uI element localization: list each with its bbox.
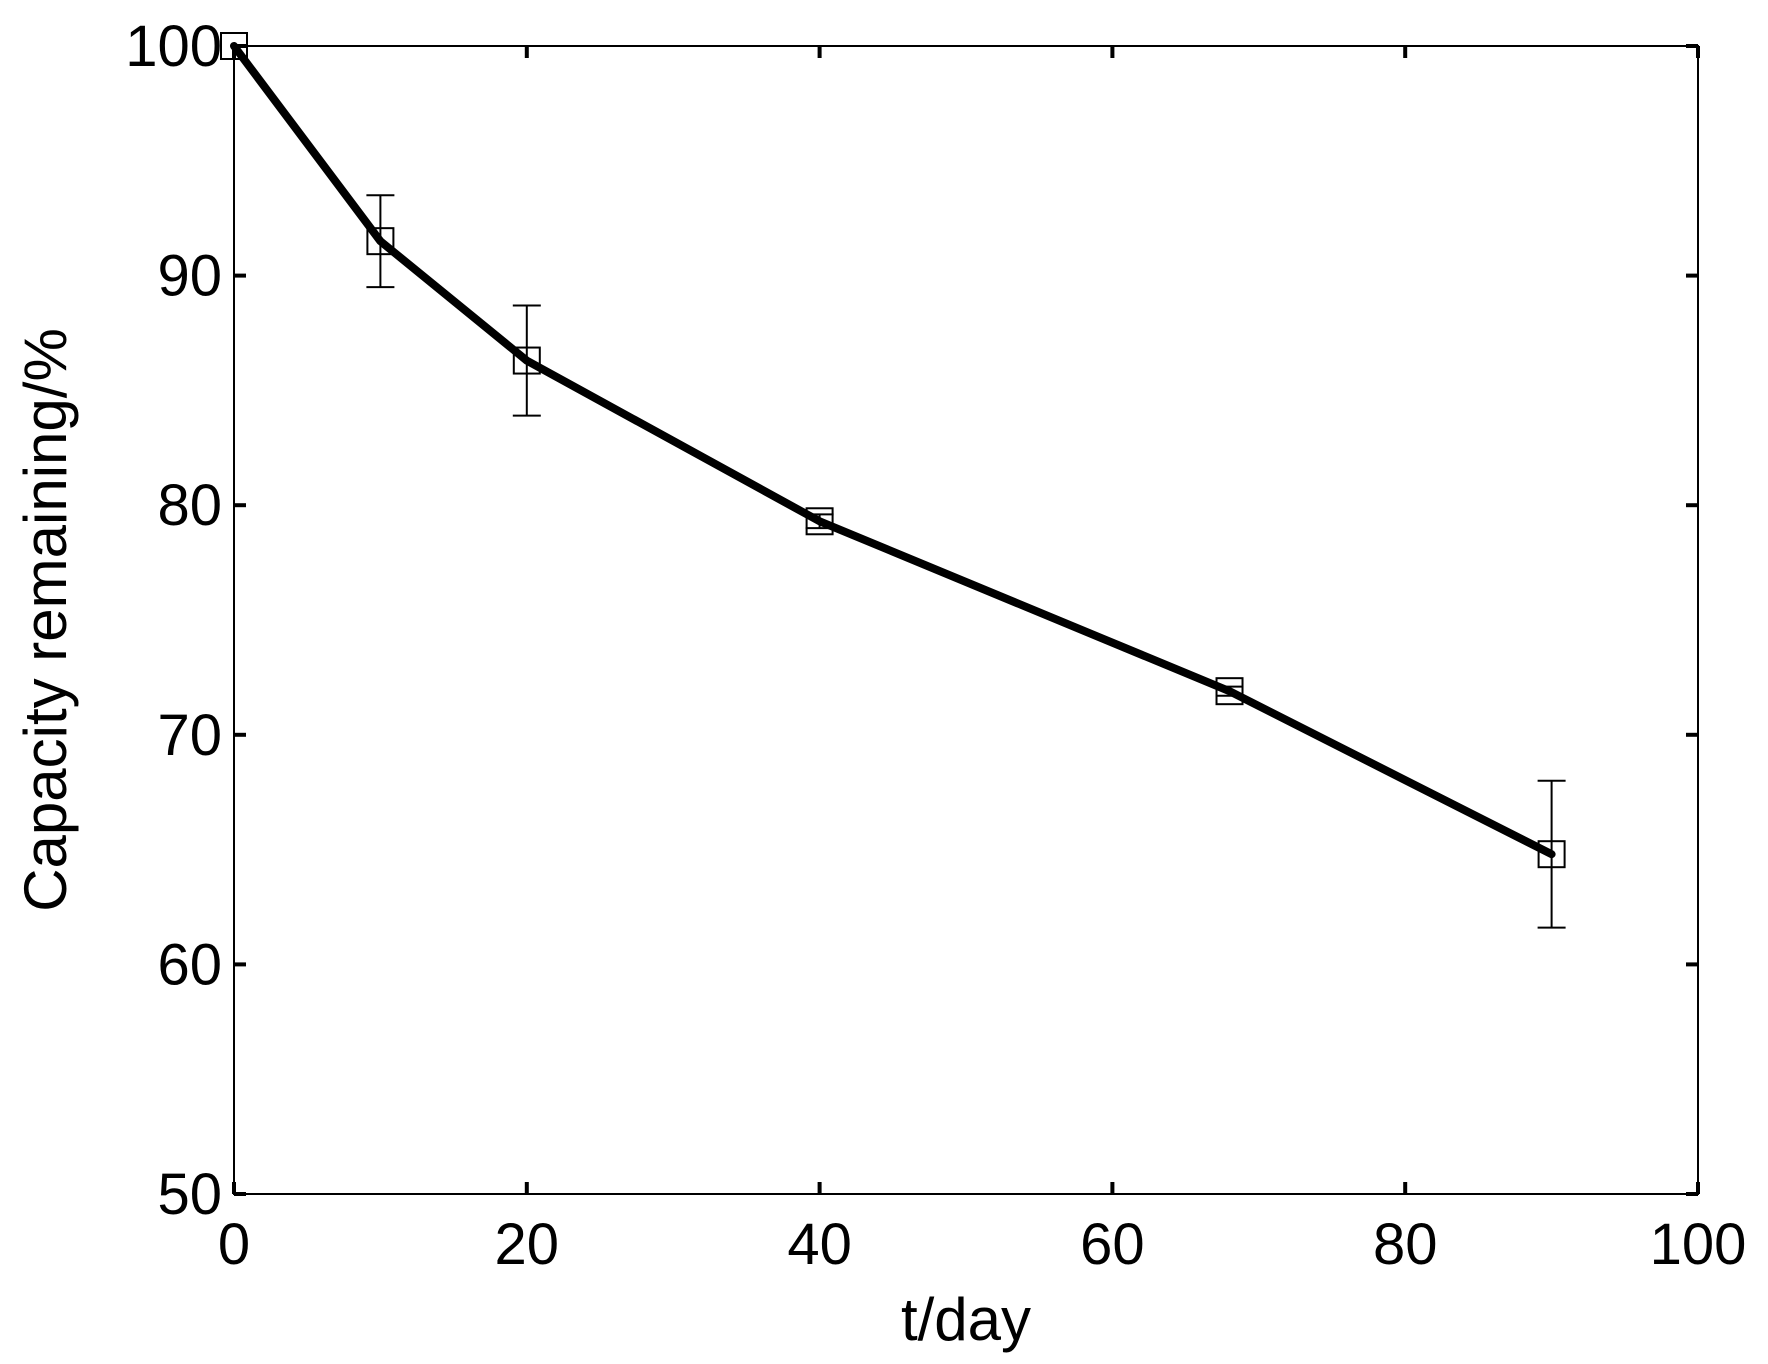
y-axis-label: Capacity remaining/% [12, 328, 79, 912]
x-tick-label: 60 [1080, 1212, 1145, 1277]
y-tick-label: 90 [157, 244, 222, 309]
series-line [230, 42, 1556, 859]
x-tick-label: 100 [1650, 1212, 1747, 1277]
y-tick-label: 60 [157, 932, 222, 997]
x-tick-label: 20 [495, 1212, 560, 1277]
y-tick-label: 50 [157, 1162, 222, 1227]
data-markers [220, 32, 1566, 869]
y-tick-label: 70 [157, 703, 222, 768]
x-axis-label: t/day [901, 1286, 1031, 1353]
x-tick-label: 0 [218, 1212, 250, 1277]
y-tick-label: 100 [125, 14, 222, 79]
data-point-marker [220, 32, 248, 60]
data-point-marker [1215, 677, 1244, 706]
tick-labels: 0 20 40 60 80 100 50 60 70 80 90 100 [125, 14, 1746, 1277]
x-tick-label: 40 [787, 1212, 852, 1277]
error-bars [366, 194, 1566, 929]
data-point-marker [805, 507, 834, 536]
data-point-marker [512, 346, 541, 375]
axis-ticks [232, 44, 1700, 1196]
y-tick-label: 80 [157, 473, 222, 538]
data-point-marker [366, 227, 395, 256]
x-tick-label: 80 [1373, 1212, 1438, 1277]
data-point-marker [1537, 840, 1566, 869]
plot-frame [233, 45, 1699, 1195]
